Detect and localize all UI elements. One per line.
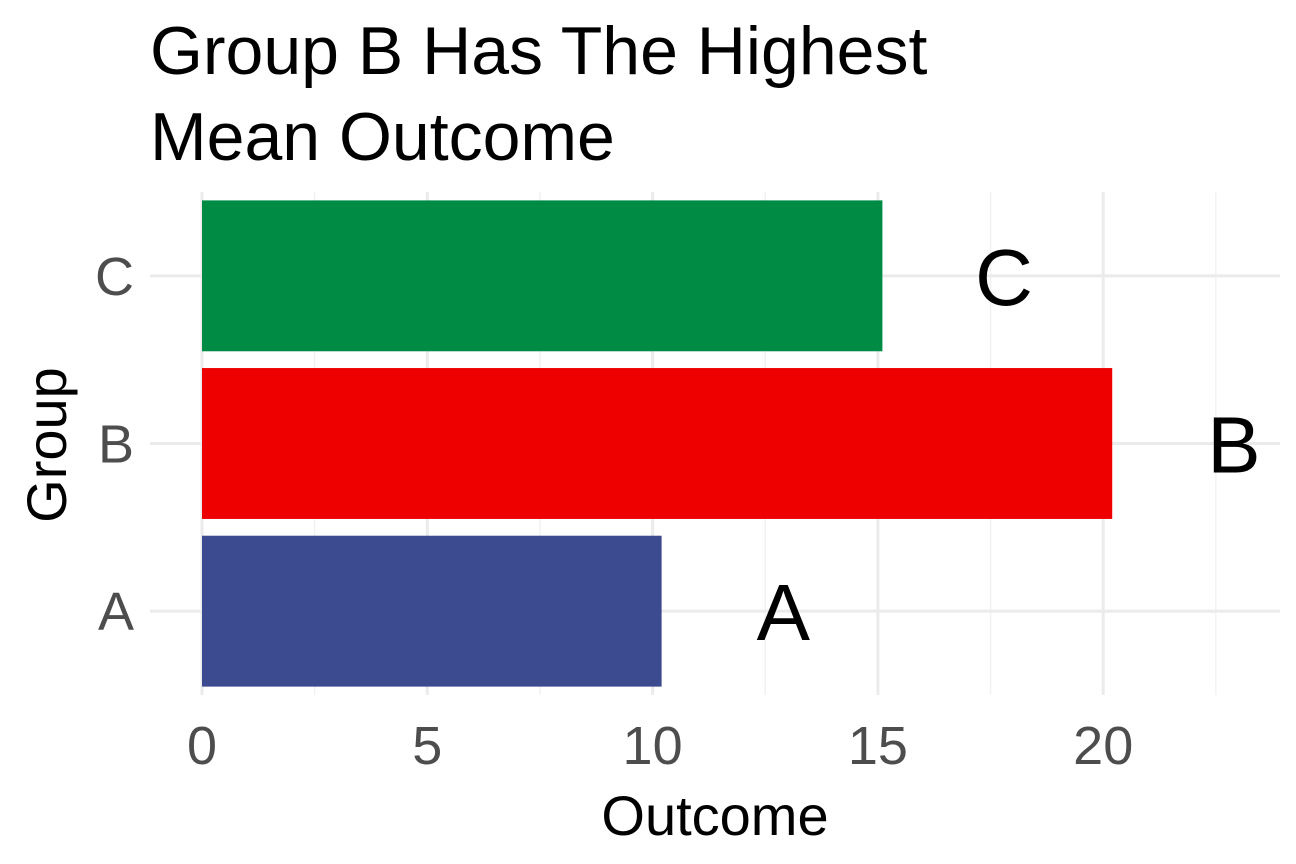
- bar-c: [202, 200, 883, 352]
- x-tick-label: 0: [187, 716, 217, 776]
- x-tick-label: 20: [1073, 716, 1133, 776]
- data-labels: A B C: [757, 233, 1261, 657]
- data-label-a: A: [757, 568, 811, 657]
- y-tick-label-b: B: [98, 415, 134, 475]
- x-tick-label: 10: [623, 716, 683, 776]
- x-tick-label: 5: [412, 716, 442, 776]
- chart-title-line-1: Group B Has The Highest: [150, 13, 927, 89]
- y-tick-labels: A B C: [95, 247, 134, 642]
- x-tick-labels: 0 5 10 15 20: [187, 716, 1133, 776]
- data-label-c: C: [975, 233, 1033, 322]
- x-axis-title: Outcome: [601, 784, 828, 847]
- bars: [202, 200, 1113, 687]
- bar-a: [202, 535, 662, 687]
- data-label-b: B: [1207, 401, 1260, 490]
- x-tick-label: 15: [848, 716, 908, 776]
- y-tick-label-a: A: [98, 582, 134, 642]
- y-axis-title: Group: [15, 367, 78, 523]
- y-tick-label-c: C: [95, 247, 134, 307]
- chart-title-line-2: Mean Outcome: [150, 99, 615, 175]
- bar-b: [202, 368, 1113, 519]
